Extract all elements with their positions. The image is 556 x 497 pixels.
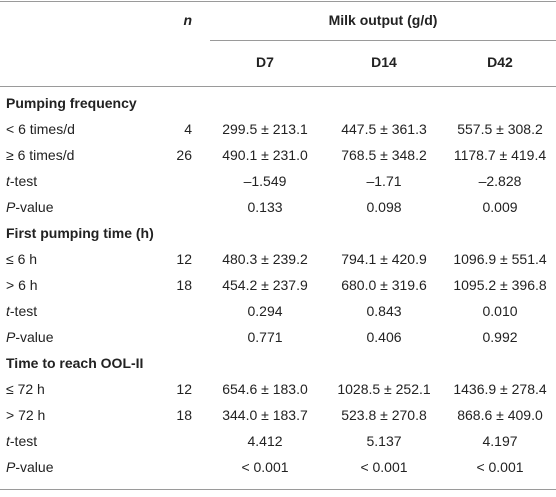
cell-value: 0.098 xyxy=(366,199,402,215)
row-n: 4 xyxy=(184,121,192,137)
cell-value: 0.009 xyxy=(482,199,518,215)
cell-value: 447.5 ± 361.3 xyxy=(341,121,427,137)
cell-value: 454.2 ± 237.9 xyxy=(222,277,308,293)
row-n: 18 xyxy=(176,277,192,293)
cell-value: 680.0 ± 319.6 xyxy=(341,277,427,293)
cell-value: 1178.7 ± 419.4 xyxy=(453,147,547,163)
cell-value: –1.549 xyxy=(243,173,287,189)
cell-value: 4.197 xyxy=(482,433,518,449)
cell-value: < 0.001 xyxy=(241,459,289,475)
cell-value: 1436.9 ± 278.4 xyxy=(453,381,547,397)
cell-value: 1028.5 ± 252.1 xyxy=(337,381,431,397)
row-n: 12 xyxy=(176,251,192,267)
row-label: P-value xyxy=(6,329,54,345)
cell-value: < 0.001 xyxy=(476,459,524,475)
cell-value: 0.771 xyxy=(247,329,283,345)
cell-value: 0.992 xyxy=(482,329,518,345)
cell-value: 344.0 ± 183.7 xyxy=(222,407,308,423)
row-label: < 6 times/d xyxy=(6,121,75,137)
cell-value: 5.137 xyxy=(366,433,402,449)
row-label: ≥ 6 times/d xyxy=(6,147,75,163)
row-label: P-value xyxy=(6,199,54,215)
row-label: t-test xyxy=(6,173,38,189)
header-rule xyxy=(0,86,556,87)
row-n: 26 xyxy=(176,147,192,163)
cell-value: 0.406 xyxy=(366,329,402,345)
group-rule xyxy=(210,40,556,41)
row-label: > 72 h xyxy=(6,407,46,423)
n-header: n xyxy=(183,12,192,28)
cell-value: 0.843 xyxy=(366,303,402,319)
cell-value: 557.5 ± 308.2 xyxy=(457,121,543,137)
cell-value: 794.1 ± 420.9 xyxy=(341,251,427,267)
row-n: 18 xyxy=(176,407,192,423)
cell-value: 1096.9 ± 551.4 xyxy=(453,251,547,267)
row-label: P-value xyxy=(6,459,54,475)
section-title: First pumping time (h) xyxy=(6,225,154,241)
bottom-rule xyxy=(0,489,556,490)
column-header: D42 xyxy=(487,54,513,70)
cell-value: 868.6 ± 409.0 xyxy=(457,407,543,423)
row-label: ≤ 72 h xyxy=(6,381,45,397)
cell-value: 4.412 xyxy=(247,433,283,449)
top-rule xyxy=(0,1,556,2)
cell-value: 0.294 xyxy=(247,303,283,319)
cell-value: 480.3 ± 239.2 xyxy=(222,251,308,267)
cell-value: 523.8 ± 270.8 xyxy=(341,407,427,423)
cell-value: –1.71 xyxy=(366,173,402,189)
column-header: D14 xyxy=(371,54,397,70)
row-label: > 6 h xyxy=(6,277,38,293)
cell-value: 490.1 ± 231.0 xyxy=(222,147,308,163)
cell-value: –2.828 xyxy=(478,173,522,189)
section-title: Pumping frequency xyxy=(6,95,137,111)
group-header: Milk output (g/d) xyxy=(328,12,438,28)
cell-value: 299.5 ± 213.1 xyxy=(222,121,308,137)
cell-value: 768.5 ± 348.2 xyxy=(341,147,427,163)
row-label: t-test xyxy=(6,303,38,319)
cell-value: 0.010 xyxy=(482,303,518,319)
cell-value: < 0.001 xyxy=(360,459,408,475)
section-title: Time to reach OOL-II xyxy=(6,355,144,371)
cell-value: 1095.2 ± 396.8 xyxy=(453,277,547,293)
column-header: D7 xyxy=(256,54,274,70)
cell-value: 654.6 ± 183.0 xyxy=(222,381,308,397)
row-label: ≤ 6 h xyxy=(6,251,38,267)
cell-value: 0.133 xyxy=(247,199,283,215)
row-n: 12 xyxy=(176,381,192,397)
row-label: t-test xyxy=(6,433,38,449)
